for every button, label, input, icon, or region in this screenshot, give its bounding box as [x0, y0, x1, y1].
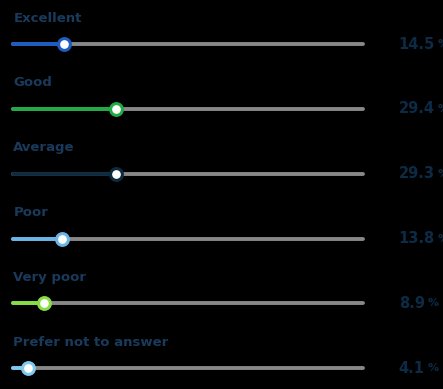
Text: 13.8: 13.8: [399, 231, 435, 246]
Text: 14.5: 14.5: [399, 37, 435, 52]
Text: %: %: [438, 169, 443, 179]
Text: %: %: [428, 363, 439, 373]
Text: 29.4: 29.4: [399, 102, 435, 116]
Text: Average: Average: [13, 141, 75, 154]
Text: Very poor: Very poor: [13, 271, 86, 284]
Text: 29.3: 29.3: [399, 166, 435, 181]
Text: Excellent: Excellent: [13, 12, 82, 25]
Text: %: %: [428, 298, 439, 308]
Text: 4.1: 4.1: [399, 361, 425, 376]
Text: Good: Good: [13, 77, 52, 89]
Text: 8.9: 8.9: [399, 296, 425, 311]
Text: Poor: Poor: [13, 206, 48, 219]
Text: %: %: [438, 233, 443, 244]
Text: %: %: [438, 104, 443, 114]
Text: %: %: [438, 39, 443, 49]
Text: Prefer not to answer: Prefer not to answer: [13, 336, 168, 349]
